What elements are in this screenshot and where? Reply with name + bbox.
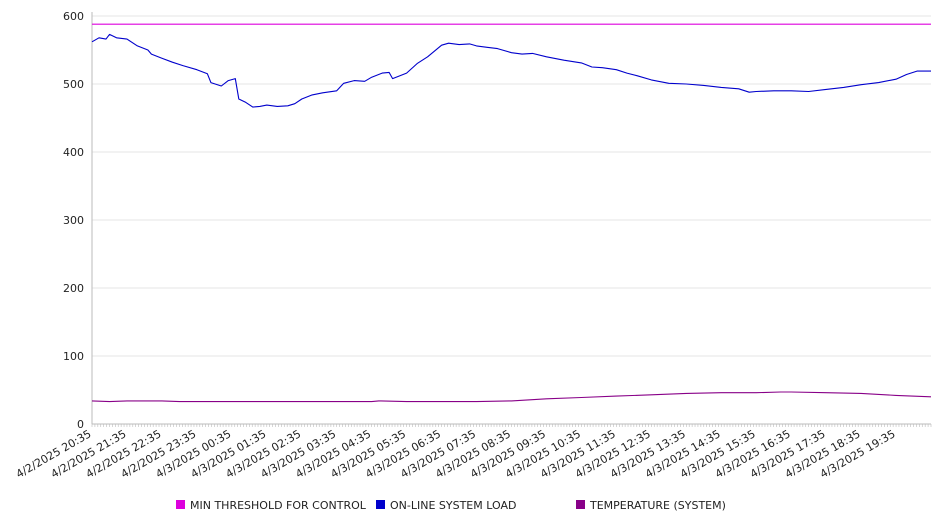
series-lines	[91, 23, 932, 403]
legend-label: TEMPERATURE (SYSTEM)	[589, 499, 726, 512]
y-tick-label: 400	[63, 146, 84, 159]
y-tick-labels: 0 100 200 300 400 500 600	[63, 10, 84, 431]
x-tick-labels: 4/2/2025 20:354/2/2025 21:354/2/2025 22:…	[14, 427, 898, 481]
y-tick-label: 0	[77, 418, 84, 431]
y-tick-label: 100	[63, 350, 84, 363]
axes	[91, 12, 932, 427]
legend-swatch	[376, 500, 385, 509]
legend-swatch	[176, 500, 185, 509]
legend-label: ON-LINE SYSTEM LOAD	[390, 499, 516, 512]
legend-label: MIN THRESHOLD FOR CONTROL	[190, 499, 367, 512]
series-line	[91, 391, 932, 403]
y-tick-label: 600	[63, 10, 84, 23]
y-tick-label: 500	[63, 78, 84, 91]
y-tick-label: 200	[63, 282, 84, 295]
gridlines	[92, 15, 931, 357]
legend-swatch	[576, 500, 585, 509]
series-line	[91, 33, 931, 108]
legend: MIN THRESHOLD FOR CONTROL ON-LINE SYSTEM …	[176, 499, 726, 512]
y-tick-label: 300	[63, 214, 84, 227]
